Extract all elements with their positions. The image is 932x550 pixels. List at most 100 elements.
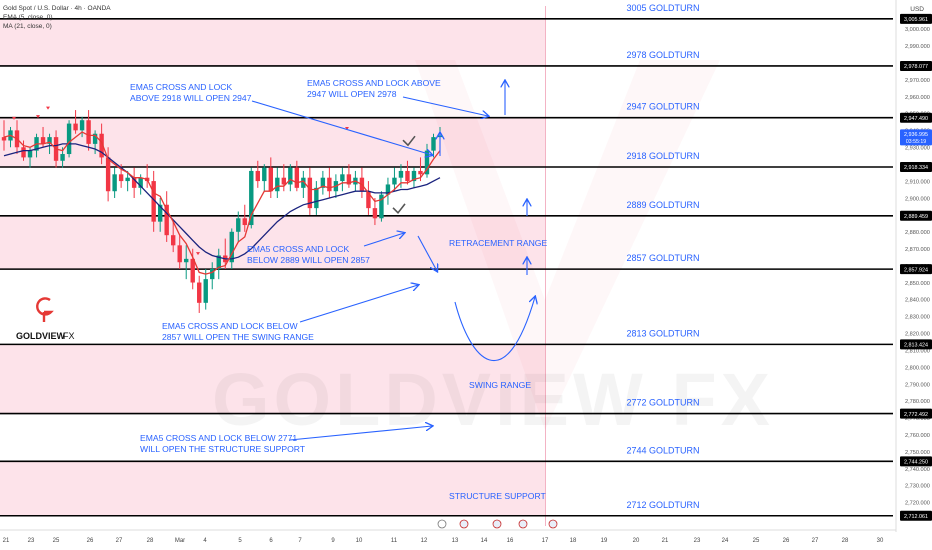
y-tick-label: 2,820.000 (905, 332, 930, 338)
candle-body (99, 133, 104, 158)
y-tick-label: 2,720.000 (905, 501, 930, 507)
candle-body (197, 282, 202, 303)
candle-body (184, 258, 189, 263)
y-tick-label: 2,770.000 (905, 416, 930, 422)
price-tag-label: 2,978.077 (904, 64, 928, 70)
candle-body (47, 137, 52, 144)
candle-body (411, 170, 417, 182)
currency-label[interactable]: USD (910, 6, 924, 13)
goldturn-label: 2947 GOLDTURN (626, 102, 699, 112)
goldturn-label: 2712 GOLDTURN (626, 500, 699, 510)
x-tick-label: 9 (331, 538, 335, 544)
price-tag (900, 339, 932, 350)
x-tick-label: 18 (570, 538, 577, 544)
price-tag (900, 264, 932, 275)
candle-body (294, 167, 300, 188)
x-tick-label: 23 (694, 538, 701, 544)
x-tick-label: 6 (269, 538, 273, 544)
candle-body (327, 177, 332, 192)
candle-body (262, 167, 267, 182)
price-tag (900, 60, 932, 71)
y-tick-label: 2,990.000 (905, 44, 930, 50)
x-tick-label: 21 (662, 538, 669, 544)
time-axis[interactable]: 21 23 25 26 27 28 Mar 4 5 6 7 9 10 11 12 13 14 16 17 18 19 20… (0, 519, 896, 544)
goldturn-label: 2918 GOLDTURN (626, 151, 699, 161)
candle-body (366, 191, 371, 209)
candle-body (177, 245, 182, 263)
annotation-text: 2947 WILL OPEN 2978 (307, 89, 397, 99)
candle-body (424, 150, 430, 175)
x-tick-label: 11 (391, 538, 398, 544)
candle-body (275, 177, 280, 192)
price-tag-label: 2,918.334 (904, 165, 928, 171)
x-tick-label: 19 (601, 538, 608, 544)
y-tick-label: 2,870.000 (905, 247, 930, 253)
candle-body (236, 218, 241, 232)
ma-legend[interactable]: MA (21, close, 0) (3, 23, 52, 30)
x-tick-label: 12 (421, 538, 428, 544)
event-marker (437, 519, 447, 529)
y-tick-label: 2,840.000 (905, 298, 930, 304)
candle-body (112, 174, 117, 192)
goldturn-label: 2772 GOLDTURN (626, 398, 699, 408)
x-tick-label: 17 (542, 538, 549, 544)
candle-body (307, 177, 313, 209)
candle-body (40, 137, 46, 144)
watermark-text: GOLDVIEW FX (212, 358, 774, 441)
candle-body (92, 133, 98, 144)
x-tick-label: 13 (452, 538, 459, 544)
candle-body (398, 170, 404, 178)
goldturn-levels: 3005 GOLDTURN 3,005.961 2978 GOLDTURN 2,978… (0, 3, 932, 521)
x-tick-label: 10 (356, 538, 363, 544)
y-tick-label: 2,730.000 (905, 484, 930, 490)
x-tick-label: 4 (203, 538, 207, 544)
candle-body (118, 174, 124, 182)
candle-body (249, 170, 254, 226)
candle-body (229, 231, 234, 263)
candle-body (21, 147, 26, 158)
y-tick-label: 2,810.000 (905, 348, 930, 354)
candle-body (288, 167, 293, 185)
candle-body (73, 123, 78, 131)
sell-marker (36, 115, 40, 119)
annotation-arrow (289, 426, 432, 441)
candle-body (203, 279, 208, 303)
annotation-text: 2857 WILL OPEN THE SWING RANGE (162, 332, 314, 342)
zone-band (0, 215, 545, 270)
x-tick-label: 28 (842, 538, 849, 544)
annotation-text: SWING RANGE (469, 380, 531, 390)
candle-body (379, 194, 384, 219)
zone-band (0, 461, 545, 516)
candle-body (151, 181, 156, 222)
symbol-title[interactable]: Gold Spot / U.S. Dollar · 4h · OANDA (3, 5, 111, 12)
annotation-text: EMA5 CROSS AND LOCK (130, 82, 232, 92)
candle-body (216, 255, 221, 269)
candle-body (405, 170, 410, 182)
x-tick-label: 26 (87, 538, 94, 544)
event-marker (492, 519, 502, 529)
price-tag-label: 2,857.924 (904, 267, 928, 273)
x-tick-label: 21 (3, 538, 10, 544)
price-tag (900, 112, 932, 123)
y-tick-label: 2,930.000 (905, 146, 930, 152)
annotation-arrow (363, 233, 404, 247)
annotation-text: BELOW 2889 WILL OPEN 2857 (247, 255, 370, 265)
y-tick-label: 2,850.000 (905, 281, 930, 287)
price-tag (900, 210, 932, 221)
current-price-label: 2,936.995 (904, 132, 928, 138)
candle-body (314, 187, 319, 209)
x-tick-label: 27 (812, 538, 819, 544)
x-tick-label: 25 (53, 538, 60, 544)
ema-legend[interactable]: EMA (5, close, 0) (3, 14, 53, 21)
annotation-text: EMA5 CROSS AND LOCK ABOVE (307, 78, 441, 88)
x-tick-label: 26 (783, 538, 790, 544)
candle-body (301, 177, 306, 188)
x-tick-label: 28 (147, 538, 154, 544)
y-tick-label: 2,800.000 (905, 365, 930, 371)
candle-body (1, 137, 7, 141)
y-tick-label: 2,760.000 (905, 433, 930, 439)
event-marker (548, 519, 558, 529)
annotation-text: RETRACEMENT RANGE (449, 238, 547, 248)
